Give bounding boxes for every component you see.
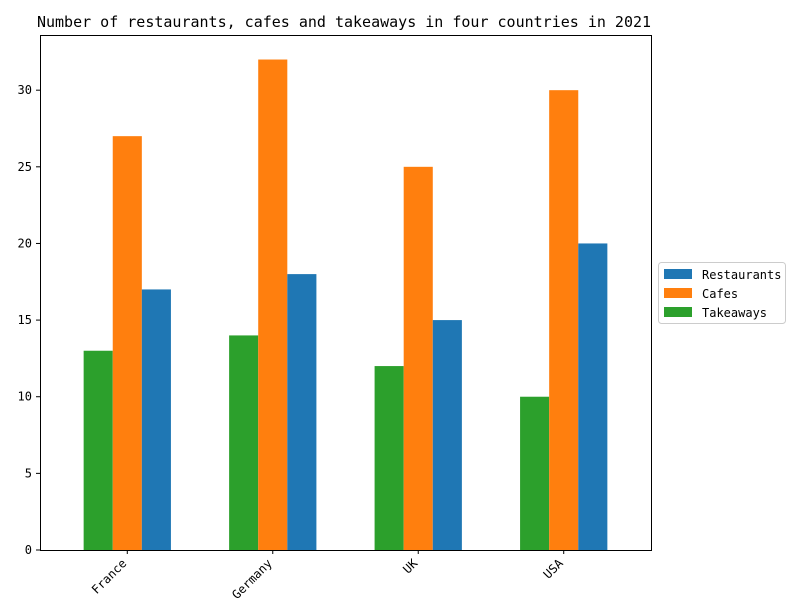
bar-takeaways-usa: [520, 396, 550, 550]
legend-swatch-cafes: [664, 288, 692, 298]
bar-restaurants-usa: [578, 243, 608, 550]
legend-label-restaurants: Restaurants: [702, 268, 781, 282]
y-axis: 0 5 10 15 20 25 30: [18, 83, 40, 557]
legend-label-cafes: Cafes: [702, 287, 738, 301]
x-tick-label: UK: [400, 556, 421, 577]
x-tick-label: Germany: [229, 556, 275, 600]
y-tick-label: 0: [25, 543, 32, 557]
bars-group: [83, 59, 608, 551]
bar-cafes-germany: [258, 59, 288, 551]
y-tick-label: 20: [18, 236, 32, 250]
bar-restaurants-france: [141, 289, 171, 550]
legend-label-takeaways: Takeaways: [702, 306, 767, 320]
x-tick-label: France: [89, 556, 130, 597]
y-tick-label: 5: [25, 466, 32, 480]
legend-swatch-restaurants: [664, 269, 692, 279]
bar-restaurants-uk: [432, 320, 462, 550]
chart-title: Number of restaurants, cafes and takeawa…: [37, 13, 651, 31]
legend: Restaurants Cafes Takeaways: [658, 262, 786, 324]
y-tick-label: 30: [18, 83, 32, 97]
y-tick-label: 10: [18, 390, 32, 404]
bar-takeaways-france: [83, 350, 113, 550]
x-axis: France Germany UK USA: [89, 550, 567, 600]
legend-swatch-takeaways: [664, 307, 692, 317]
bar-takeaways-germany: [229, 335, 259, 550]
bar-cafes-france: [112, 136, 142, 551]
x-tick-label: USA: [541, 556, 567, 582]
bar-cafes-usa: [549, 90, 579, 550]
bar-takeaways-uk: [374, 366, 404, 550]
y-tick-label: 15: [18, 313, 32, 327]
bar-restaurants-germany: [287, 274, 317, 550]
plot-frame: [40, 35, 652, 551]
y-tick-label: 25: [18, 160, 32, 174]
bar-cafes-uk: [403, 166, 433, 550]
